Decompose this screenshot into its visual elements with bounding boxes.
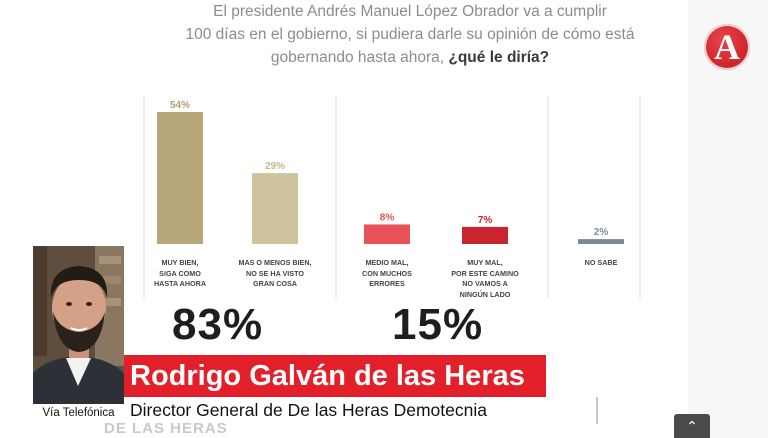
webcam-feed (33, 246, 124, 404)
category-label-line: NO VAMOS A (462, 279, 508, 288)
chart-title: El presidente Andrés Manuel López Obrado… (120, 0, 700, 69)
title-line-2: 100 días en el gobierno, si pudiera darl… (185, 26, 635, 43)
bars-layer: 54% 29% 8% 7% 2% (157, 100, 624, 244)
title-question: ¿qué le diría? (448, 49, 550, 66)
bar-5 (578, 239, 624, 244)
category-label-line: ERRORES (369, 279, 405, 288)
group-total-1: 83% (172, 300, 264, 349)
category-label-line: MUY MAL, (467, 258, 503, 267)
category-label-3: MEDIO MAL, CON MUCHOS ERRORES (342, 258, 432, 290)
watermark: DE LAS HERAS (104, 420, 228, 437)
bar-4 (462, 226, 508, 244)
group-total-2: 15% (392, 300, 484, 349)
speaker-name: Rodrigo Galván de las Heras (124, 355, 546, 397)
source-caption: Vía Telefónica (33, 404, 124, 422)
category-label-4: MUY MAL, POR ESTE CAMINO NO VAMOS A NINGÚN … (440, 258, 530, 300)
title-line-1: El presidente Andrés Manuel López Obrado… (213, 3, 607, 20)
category-label-5: NO SABE (556, 258, 646, 269)
speaker-role: Director General de De las Heras Demotec… (124, 397, 598, 424)
category-label-line: NO SABE (584, 258, 618, 267)
category-label-line: POR ESTE CAMINO (451, 268, 519, 278)
channel-logo: A (704, 24, 750, 70)
category-label-line: CON MUCHOS (362, 268, 412, 278)
bar-value-label-4: 7% (478, 215, 493, 226)
person-portrait (33, 246, 124, 404)
title-line-3-text: gobernando hasta ahora, (270, 49, 449, 66)
bar-value-label-2: 29% (265, 161, 285, 172)
category-label-line: GRAN COSA (253, 279, 297, 288)
bar-value-label-1: 54% (170, 100, 190, 111)
category-label-line: NO SE HA VISTO (246, 268, 304, 278)
category-label-line: MEDIO MAL, (365, 258, 409, 267)
category-label-line: SIGA COMO (159, 268, 201, 278)
category-label-2: MAS O MENOS BIEN, NO SE HA VISTO GRAN COSA (230, 258, 320, 290)
bar-3 (364, 224, 410, 244)
bar-1 (157, 112, 203, 244)
bar-value-label-3: 8% (380, 212, 395, 223)
category-label-line: MAS O MENOS BIEN, (238, 258, 312, 267)
category-label-line: MUY BIEN, (161, 258, 199, 267)
category-label-1: MUY BIEN, SIGA COMO HASTA AHORA (135, 258, 225, 290)
right-gutter (688, 0, 768, 438)
category-label-line: NINGÚN LADO (459, 289, 511, 299)
bar-2 (252, 173, 298, 244)
category-label-line: HASTA AHORA (153, 279, 207, 288)
title-line-3: gobernando hasta ahora, ¿qué le diría? (120, 46, 700, 69)
chevron-up-icon[interactable]: ⌃ (674, 414, 710, 438)
bar-value-label-5: 2% (594, 227, 609, 238)
